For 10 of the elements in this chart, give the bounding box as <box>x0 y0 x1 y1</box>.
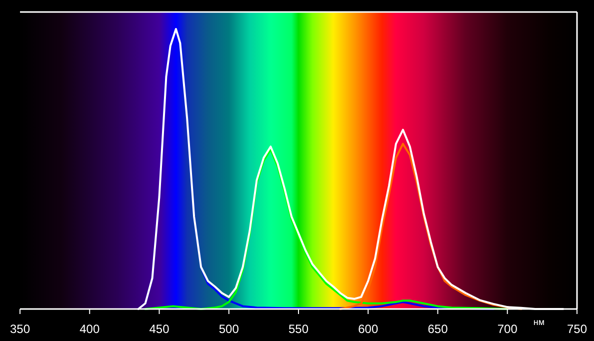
x-tick-label: 450 <box>149 322 170 336</box>
x-tick-label: 400 <box>80 322 100 336</box>
x-tick-label: 650 <box>428 322 448 336</box>
x-axis-title: нм <box>533 317 545 327</box>
x-tick-label: 350 <box>10 322 30 336</box>
x-tick-label: 600 <box>358 322 378 336</box>
x-tick-label: 750 <box>566 322 588 336</box>
x-tick-label: 500 <box>218 322 240 336</box>
x-tick-label: 700 <box>497 322 518 336</box>
x-tick-label: 550 <box>288 322 309 336</box>
